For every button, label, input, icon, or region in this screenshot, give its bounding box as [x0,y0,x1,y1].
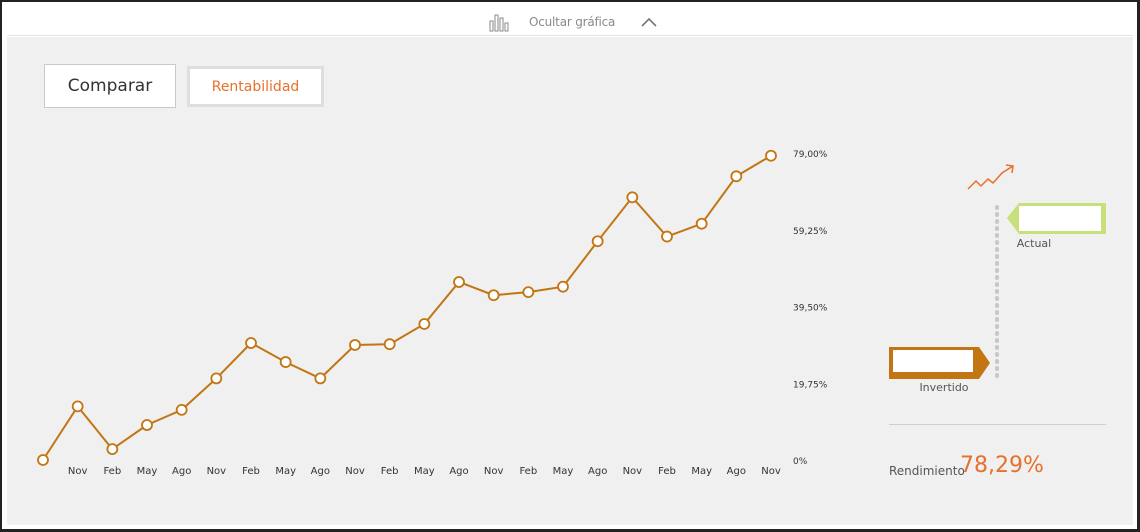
performance-value: 78,29% [960,453,1044,478]
data-point[interactable] [557,280,569,293]
y-tick-label: 0% [793,457,808,467]
data-point[interactable] [453,276,465,288]
x-tick-label: Nov [68,466,88,477]
x-tick-label: Feb [242,466,260,477]
hide-chart-toggle[interactable]: Ocultar gráfica [489,12,657,32]
x-tick-label: Ago [588,466,607,477]
x-tick-label: Feb [658,466,676,477]
x-tick-label: Nov [623,466,643,477]
performance-label: Rendimiento [889,464,965,478]
series-line [42,154,772,461]
trend-up-icon [967,164,1014,190]
data-point[interactable] [279,356,292,368]
chart-panel: Comparar Rentabilidad Nov Feb May Ago Nov Feb… [7,37,1133,525]
y-tick-label: 19,75% [793,380,828,390]
invested-marker [889,347,990,379]
data-point[interactable] [730,170,743,183]
x-tick-label: Feb [519,466,537,477]
x-tick-label: Ago [311,466,330,477]
data-point[interactable] [175,403,188,416]
separator [889,424,1106,425]
data-point[interactable] [765,149,777,162]
x-tick-label: May [691,466,712,477]
x-tick-label: Feb [103,466,121,477]
data-point[interactable] [71,400,84,413]
x-tick-label: Nov [345,466,365,477]
data-point[interactable] [661,230,673,243]
x-tick-label: May [137,466,158,477]
data-point[interactable] [37,454,49,466]
profitability-button[interactable]: Rentabilidad [187,66,324,107]
data-point[interactable] [141,419,153,431]
bar-chart-icon [489,14,509,32]
x-tick-label: Ago [449,466,468,477]
data-point[interactable] [106,443,119,456]
x-tick-label: May [414,466,435,477]
x-tick-label: May [553,466,574,477]
x-tick-label: Feb [381,466,399,477]
x-tick-label: Nov [207,466,227,477]
x-tick-label: May [275,466,296,477]
hide-chart-label: Ocultar gráfica [529,15,616,29]
x-tick-label: Nov [484,466,504,477]
x-tick-label: Ago [172,466,191,477]
x-tick-label: Nov [761,466,781,477]
x-tick-label: Ago [727,466,746,477]
data-point[interactable] [210,372,223,385]
y-tick-label: 79,00% [793,150,828,160]
y-axis-ticks: 0% 19,75% 39,50% 59,25% 79,00% [793,150,828,467]
y-tick-label: 39,50% [793,304,828,314]
series-layer [37,149,777,466]
data-point[interactable] [418,318,431,330]
chart-toolbar: Ocultar gráfica [7,6,1133,36]
data-point[interactable] [314,372,327,385]
actual-marker [1007,203,1106,234]
profitability-chart: Nov Feb May Ago Nov Feb May Ago Nov Feb May Ago Nov F… [37,149,1106,477]
data-point[interactable] [245,337,257,349]
chevron-up-icon [641,17,657,27]
data-point[interactable] [522,286,535,299]
invested-label: Invertido [919,381,968,394]
y-tick-label: 59,25% [793,227,828,237]
data-point[interactable] [383,338,396,351]
data-point[interactable] [626,191,639,204]
data-point[interactable] [695,217,708,230]
data-point[interactable] [349,339,361,351]
data-point[interactable] [487,289,500,302]
data-point[interactable] [591,235,604,248]
actual-label: Actual [1017,237,1051,250]
x-axis-ticks: Nov Feb May Ago Nov Feb May Ago Nov Feb May Ago Nov F… [68,466,781,477]
compare-button[interactable]: Comparar [44,64,176,108]
